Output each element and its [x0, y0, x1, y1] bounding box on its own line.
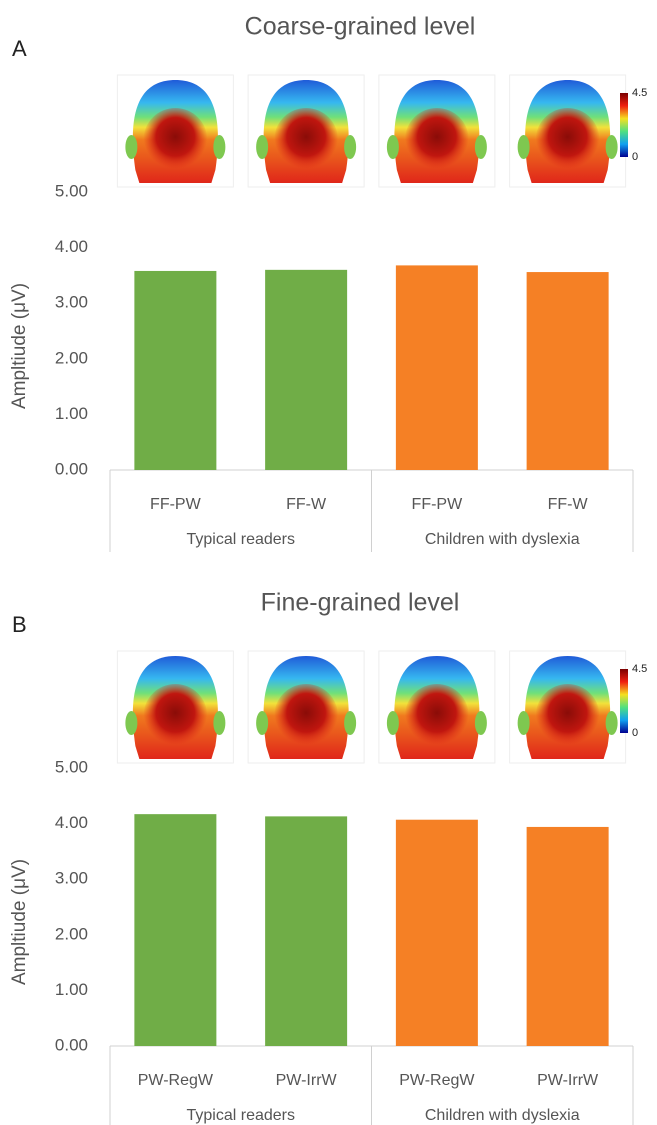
topomap-ear — [518, 135, 530, 159]
bar — [396, 265, 478, 470]
x-tick-label: PW-IrrW — [537, 1072, 599, 1089]
topomap-core — [274, 108, 338, 172]
topomap-core — [405, 684, 469, 748]
panel-label: A — [12, 36, 27, 61]
topomap-ear — [125, 135, 137, 159]
bar — [527, 272, 609, 470]
y-tick-label: 5.00 — [55, 757, 88, 776]
y-axis-label: Ampltiude (μV) — [9, 283, 30, 409]
colorbar-label: 4.5 — [632, 87, 647, 99]
topomap-ear — [387, 711, 399, 735]
topomap-ear — [387, 135, 399, 159]
colorbar — [620, 93, 628, 157]
colorbar-label: 4.5 — [632, 663, 647, 675]
topomap-ear — [475, 711, 487, 735]
topomap-ear — [344, 711, 356, 735]
y-tick-label: 2.00 — [55, 348, 88, 367]
x-tick-label: FF-W — [548, 496, 589, 513]
x-tick-label: FF-W — [286, 496, 327, 513]
y-tick-label: 1.00 — [55, 404, 88, 423]
y-tick-label: 4.00 — [55, 237, 88, 256]
y-tick-label: 4.00 — [55, 813, 88, 832]
y-axis-label: Ampltiude (μV) — [9, 859, 30, 985]
chart-title: Fine-grained level — [261, 589, 460, 617]
topomap-ear — [125, 711, 137, 735]
panel-label: B — [12, 612, 27, 637]
bar — [134, 271, 216, 470]
y-tick-label: 3.00 — [55, 869, 88, 888]
topomap-core — [405, 108, 469, 172]
topomap-ear — [518, 711, 530, 735]
topomap-core — [143, 684, 207, 748]
bar — [527, 827, 609, 1046]
colorbar — [620, 669, 628, 733]
group-label: Typical readers — [187, 531, 296, 548]
x-tick-label: PW-RegW — [399, 1072, 475, 1089]
y-tick-label: 0.00 — [55, 459, 88, 478]
topomap-ear — [606, 135, 618, 159]
group-label: Children with dyslexia — [425, 1107, 580, 1124]
topomap-ear — [256, 135, 268, 159]
y-tick-label: 0.00 — [55, 1035, 88, 1054]
y-tick-label: 5.00 — [55, 181, 88, 200]
topomap-ear — [256, 711, 268, 735]
topomap-core — [536, 108, 600, 172]
figure: Coarse-grained level A 4.5 0 0.00 1.00 2.00 3.0… — [0, 0, 657, 1125]
chart-title: Coarse-grained level — [245, 13, 476, 41]
topomap-core — [274, 684, 338, 748]
bar — [265, 816, 347, 1046]
y-tick-label: 1.00 — [55, 980, 88, 999]
bar — [265, 270, 347, 470]
bar — [134, 814, 216, 1046]
colorbar-label: 0 — [632, 727, 638, 739]
topomap-ear — [606, 711, 618, 735]
colorbar-label: 0 — [632, 151, 638, 163]
group-label: Typical readers — [187, 1107, 296, 1124]
x-tick-label: PW-IrrW — [276, 1072, 338, 1089]
topomap-ear — [213, 711, 225, 735]
bar — [396, 820, 478, 1046]
topomap-ear — [213, 135, 225, 159]
x-tick-label: FF-PW — [412, 496, 464, 513]
topomap-ear — [475, 135, 487, 159]
topomap-core — [536, 684, 600, 748]
topomap-core — [143, 108, 207, 172]
x-tick-label: PW-RegW — [138, 1072, 214, 1089]
topomap-ear — [344, 135, 356, 159]
y-tick-label: 3.00 — [55, 293, 88, 312]
group-label: Children with dyslexia — [425, 531, 580, 548]
x-tick-label: FF-PW — [150, 496, 202, 513]
y-tick-label: 2.00 — [55, 924, 88, 943]
